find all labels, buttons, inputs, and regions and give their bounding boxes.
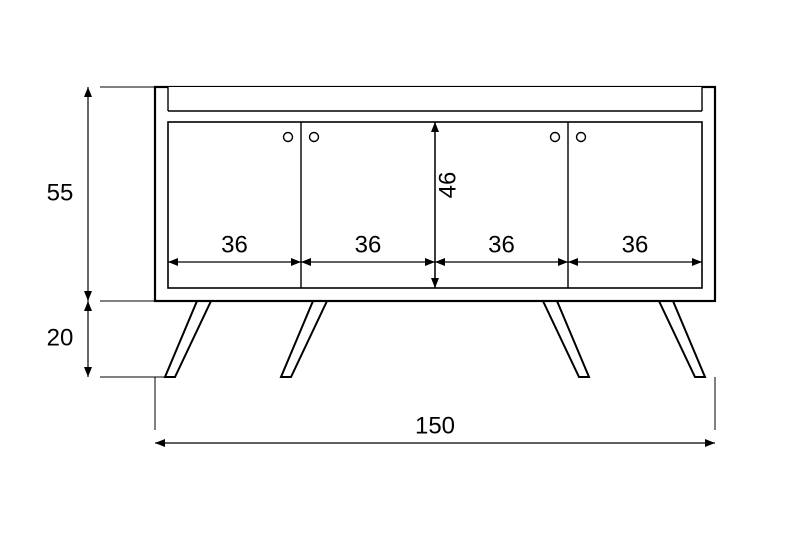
dimension-label: 55: [47, 179, 74, 206]
dimension-label: 36: [355, 231, 382, 258]
cabinet-leg: [543, 301, 589, 377]
door-knob: [310, 133, 319, 142]
door-knob: [551, 133, 560, 142]
dimension-label: 46: [434, 172, 461, 199]
door-knob: [284, 133, 293, 142]
technical-drawing: 55 20 46 36 36 36 36 150: [0, 0, 800, 533]
dimension-label: 36: [622, 231, 649, 258]
cabinet-leg: [659, 301, 705, 377]
door-knob: [577, 133, 586, 142]
dimension-label: 36: [488, 231, 515, 258]
cabinet-leg: [165, 301, 211, 377]
dimension-label: 20: [47, 324, 74, 351]
dimension-label: 36: [221, 231, 248, 258]
dimension-label: 150: [415, 412, 455, 439]
cabinet-leg: [281, 301, 327, 377]
